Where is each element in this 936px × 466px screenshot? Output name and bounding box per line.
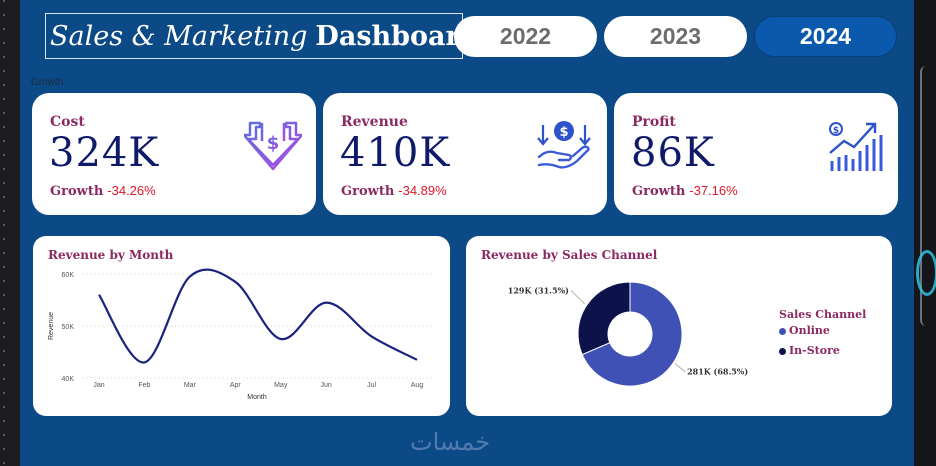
legend-dot-instore xyxy=(779,347,786,355)
kpi-growth-label: Growth xyxy=(632,184,686,199)
kpi-value: 410K xyxy=(340,130,451,176)
dashboard-title: Sales & Marketing Dashboard xyxy=(45,13,479,59)
x-tick-label: Jan xyxy=(93,382,104,389)
legend-dot-online xyxy=(779,327,786,335)
revenue-by-month-panel: Revenue by Month 40K 50K 60K Jan Feb Mar Apr M… xyxy=(33,236,450,416)
year-button-2022[interactable]: 2022 xyxy=(454,16,597,57)
sales-channel-donut-chart: 281K (68.5%) 129K (31.5%) xyxy=(508,281,748,387)
kpi-growth-label: Growth xyxy=(50,184,104,199)
x-tick-label: May xyxy=(274,382,288,389)
title-bold: Dashboard xyxy=(315,20,479,52)
x-tick-label: Mar xyxy=(184,382,197,389)
watermark: خمسات xyxy=(410,428,491,456)
legend-label: Online xyxy=(789,324,830,337)
x-tick-label: Jun xyxy=(320,382,331,389)
legend-label: In-Store xyxy=(789,344,840,357)
y-tick-label: 40K xyxy=(62,376,75,383)
kpi-title: Revenue xyxy=(341,114,408,130)
cost-down-arrow-icon: $ xyxy=(244,121,302,171)
kpi-growth: Growth -34.89% xyxy=(341,183,447,199)
kpi-value: 86K xyxy=(631,130,715,176)
revenue-series-line xyxy=(98,268,418,364)
kpi-card-revenue: Revenue 410K Growth -34.89% $ xyxy=(323,93,607,215)
title-italic: Sales & Marketing xyxy=(50,20,308,52)
donut-slice-online[interactable] xyxy=(581,281,683,387)
hand-dollar-icon: $ xyxy=(537,121,591,169)
y-tick-label: 50K xyxy=(62,324,75,331)
chart-title: Revenue by Sales Channel xyxy=(481,248,658,262)
kpi-card-cost: Cost 324K Growth -34.26% $ xyxy=(32,93,316,215)
x-tick-label: Aug xyxy=(411,382,424,389)
kpi-growth: Growth -34.26% xyxy=(50,183,156,199)
kpi-card-profit: Profit 86K Growth -37.16% $ xyxy=(614,93,898,215)
legend-item-online[interactable]: Online xyxy=(779,324,830,337)
kpi-title: Cost xyxy=(50,114,85,130)
kpi-growth-label: Growth xyxy=(341,184,395,199)
legend-item-instore[interactable]: In-Store xyxy=(779,344,840,357)
kpi-growth-value: -34.26% xyxy=(107,183,156,198)
year-button-2023[interactable]: 2023 xyxy=(604,16,747,57)
kpi-value: 324K xyxy=(49,130,160,176)
edge-ornament xyxy=(920,66,934,326)
x-tick-label: Apr xyxy=(230,382,242,389)
kpi-growth: Growth -37.16% xyxy=(632,183,738,199)
year-button-2024[interactable]: 2024 xyxy=(754,16,897,57)
y-axis-label: Revenue xyxy=(48,312,55,340)
revenue-line-chart: 40K 50K 60K Jan Feb Mar Apr May Jun Jul Aug Reven… xyxy=(48,268,435,401)
svg-text:$: $ xyxy=(833,126,839,136)
donut-slice-instore[interactable] xyxy=(577,281,631,356)
x-tick-label: Jul xyxy=(367,382,376,389)
kpi-title: Profit xyxy=(632,114,676,130)
kpi-growth-value: -37.16% xyxy=(689,183,738,198)
kpi-growth-value: -34.89% xyxy=(398,183,447,198)
donut-leader-line xyxy=(570,290,586,305)
revenue-by-channel-panel: Revenue by Sales Channel 281K (68.5%) 129… xyxy=(466,236,892,416)
growth-bar-chart-icon: $ xyxy=(829,122,883,171)
y-tick-label: 60K xyxy=(62,272,75,279)
svg-text:$: $ xyxy=(559,125,568,140)
chart-title: Revenue by Month xyxy=(48,248,174,262)
right-edge-decoration xyxy=(914,0,936,466)
svg-text:$: $ xyxy=(267,133,280,154)
legend-title: Sales Channel xyxy=(779,308,867,321)
donut-leader-line xyxy=(674,363,686,372)
left-edge-decoration xyxy=(0,0,20,466)
x-tick-label: Feb xyxy=(138,382,150,389)
x-axis-label: Month xyxy=(247,394,267,401)
section-label: Growth xyxy=(31,77,64,88)
donut-data-label: 129K (31.5%) xyxy=(508,285,569,295)
edge-ring xyxy=(916,250,936,296)
donut-data-label: 281K (68.5%) xyxy=(687,367,748,377)
